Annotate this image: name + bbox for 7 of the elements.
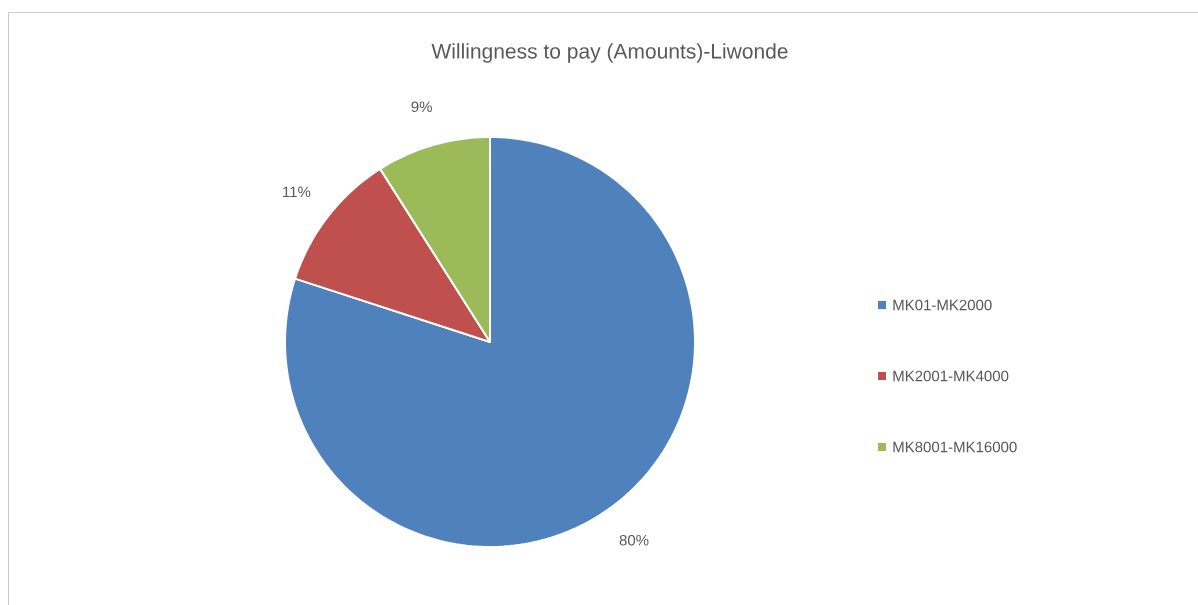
data-label: 11% <box>283 186 311 198</box>
data-label: 9% <box>411 101 432 113</box>
legend-label: MK8001-MK16000 <box>893 441 1017 453</box>
legend-label: MK01-MK2000 <box>893 299 992 311</box>
data-label: 80% <box>619 534 649 546</box>
chart-title: Willingness to pay (Amounts)-Liwonde <box>431 43 788 63</box>
legend-label: MK2001-MK4000 <box>893 370 1009 382</box>
